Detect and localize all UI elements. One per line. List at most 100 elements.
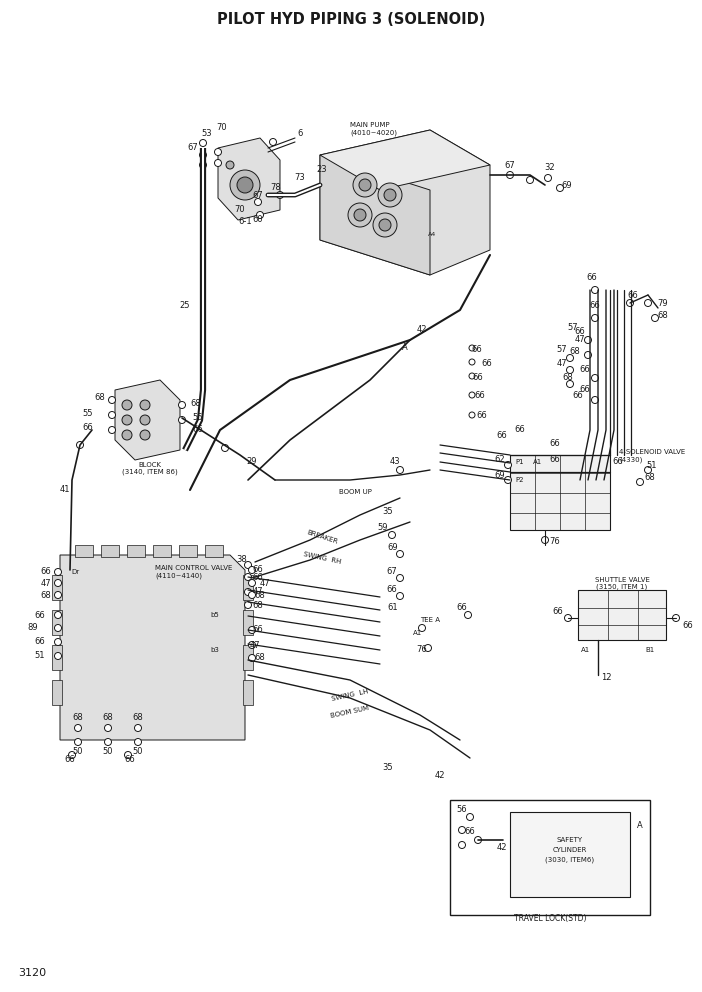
Text: SHUTTLE VALVE: SHUTTLE VALVE <box>595 577 649 583</box>
Text: (3150, ITEM 1): (3150, ITEM 1) <box>597 583 648 590</box>
Circle shape <box>256 211 263 218</box>
Text: 47: 47 <box>253 587 263 596</box>
Circle shape <box>55 611 62 618</box>
Circle shape <box>592 314 599 321</box>
Circle shape <box>637 478 644 485</box>
Text: 42: 42 <box>497 843 508 852</box>
Text: (4110~4140): (4110~4140) <box>155 572 202 579</box>
Text: 68: 68 <box>255 590 265 599</box>
Circle shape <box>585 336 592 343</box>
Circle shape <box>244 601 251 608</box>
Polygon shape <box>218 138 280 220</box>
Circle shape <box>249 566 256 573</box>
Text: 73: 73 <box>295 174 305 183</box>
Text: 66: 66 <box>482 358 492 367</box>
Circle shape <box>475 836 482 843</box>
Text: 66: 66 <box>472 345 482 354</box>
Text: 53: 53 <box>201 129 212 138</box>
Circle shape <box>199 140 206 147</box>
Circle shape <box>270 139 277 146</box>
Text: 66: 66 <box>552 607 564 616</box>
Text: SWING  RH: SWING RH <box>303 552 341 564</box>
Circle shape <box>55 625 62 632</box>
Circle shape <box>249 579 256 586</box>
Text: 68: 68 <box>562 374 574 383</box>
Text: 66: 66 <box>125 756 135 765</box>
Text: 68: 68 <box>102 713 114 722</box>
Text: 68: 68 <box>253 600 263 609</box>
Text: 60: 60 <box>253 215 263 224</box>
Text: 55: 55 <box>193 413 204 422</box>
Text: 47: 47 <box>41 578 51 587</box>
Text: 66: 66 <box>472 374 484 383</box>
Text: 69: 69 <box>388 544 398 553</box>
Text: P2: P2 <box>516 477 524 483</box>
Text: 76: 76 <box>416 646 428 655</box>
Circle shape <box>55 568 62 575</box>
Text: +: + <box>143 433 147 437</box>
Text: A1: A1 <box>413 630 423 636</box>
Text: 68: 68 <box>569 347 581 356</box>
Text: 4-SOLENOID VALVE: 4-SOLENOID VALVE <box>619 449 685 455</box>
Text: B1: B1 <box>645 647 655 653</box>
Circle shape <box>373 213 397 237</box>
Bar <box>101 545 119 557</box>
Bar <box>510 812 630 897</box>
Circle shape <box>348 203 372 227</box>
Circle shape <box>397 592 404 599</box>
Text: 76: 76 <box>550 538 560 547</box>
Circle shape <box>673 614 680 622</box>
Circle shape <box>222 444 228 451</box>
Circle shape <box>469 373 475 379</box>
Circle shape <box>545 175 552 182</box>
Text: 35: 35 <box>383 764 393 773</box>
Text: MAIN CONTROL VALVE: MAIN CONTROL VALVE <box>155 565 232 571</box>
Circle shape <box>425 645 432 652</box>
Circle shape <box>397 574 404 581</box>
Text: A: A <box>637 820 643 829</box>
Polygon shape <box>320 155 430 275</box>
Text: BLOCK: BLOCK <box>138 462 161 468</box>
Circle shape <box>458 826 465 833</box>
Circle shape <box>651 314 658 321</box>
Text: 57: 57 <box>557 345 567 354</box>
Circle shape <box>397 466 404 473</box>
Text: 66: 66 <box>682 621 694 630</box>
Circle shape <box>592 375 599 382</box>
Text: 66: 66 <box>465 827 475 836</box>
Bar <box>127 545 145 557</box>
Circle shape <box>592 287 599 294</box>
Text: 66: 66 <box>515 426 525 434</box>
Circle shape <box>644 300 651 307</box>
Text: Dr: Dr <box>71 569 79 575</box>
Text: 51: 51 <box>647 460 657 469</box>
Text: +: + <box>143 418 147 422</box>
Text: SWING  LH: SWING LH <box>331 688 369 701</box>
Text: 66: 66 <box>550 438 560 447</box>
Circle shape <box>397 551 404 558</box>
Text: 57: 57 <box>568 323 578 332</box>
Text: 66: 66 <box>34 638 46 647</box>
Text: 35: 35 <box>383 508 393 517</box>
Bar <box>75 545 93 557</box>
Text: 6-1: 6-1 <box>238 217 252 226</box>
Text: 89: 89 <box>27 624 39 633</box>
Bar <box>52 645 62 670</box>
Circle shape <box>109 412 116 419</box>
Circle shape <box>178 417 185 424</box>
Circle shape <box>378 183 402 207</box>
Text: A4: A4 <box>428 232 436 237</box>
Circle shape <box>458 841 465 848</box>
Text: 66: 66 <box>253 565 263 574</box>
Text: 66: 66 <box>590 301 600 310</box>
Text: 68: 68 <box>255 654 265 663</box>
Bar <box>52 575 62 600</box>
Text: 66: 66 <box>477 411 487 420</box>
Circle shape <box>567 381 574 388</box>
Circle shape <box>244 561 251 568</box>
Text: 50: 50 <box>102 748 113 757</box>
Text: (3140, ITEM 86): (3140, ITEM 86) <box>122 469 178 475</box>
Circle shape <box>567 366 574 374</box>
Bar <box>153 545 171 557</box>
Circle shape <box>469 359 475 365</box>
